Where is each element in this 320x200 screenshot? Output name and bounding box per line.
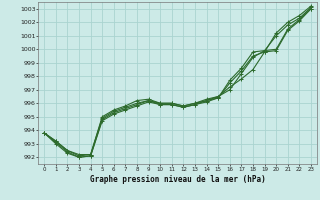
X-axis label: Graphe pression niveau de la mer (hPa): Graphe pression niveau de la mer (hPa) [90,175,266,184]
